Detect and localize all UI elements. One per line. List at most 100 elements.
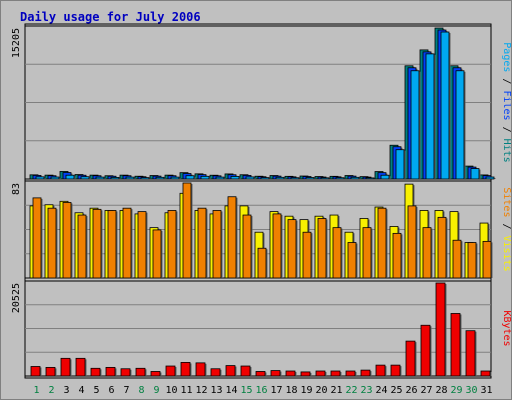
pages-bar bbox=[95, 176, 105, 180]
sites-bar bbox=[302, 231, 312, 279]
pages-bar bbox=[230, 176, 240, 180]
kbytes-bar bbox=[225, 365, 236, 377]
day-label: 5 bbox=[93, 385, 99, 396]
pages-bar bbox=[470, 168, 480, 180]
kbytes-bar bbox=[270, 370, 281, 377]
day-label: 13 bbox=[210, 385, 222, 396]
kbytes-bar bbox=[300, 371, 311, 377]
kbytes-bar bbox=[165, 365, 176, 377]
legend-entry: / bbox=[501, 217, 511, 235]
kbytes-bar bbox=[150, 371, 161, 377]
pages-bar bbox=[170, 176, 180, 180]
day-label: 9 bbox=[153, 385, 159, 396]
pages-bar bbox=[80, 176, 90, 180]
sites-bar bbox=[32, 197, 42, 279]
kbytes-bar bbox=[195, 362, 206, 377]
day-label: 15 bbox=[240, 385, 252, 396]
kbytes-bar bbox=[90, 367, 101, 377]
kbytes-bar bbox=[135, 367, 146, 377]
kbytes-bar bbox=[285, 370, 296, 377]
day-label: 11 bbox=[180, 385, 192, 396]
bottom-legend-label: KBytes bbox=[501, 310, 511, 346]
day-label: 2 bbox=[48, 385, 54, 396]
sites-bar bbox=[77, 214, 87, 279]
sites-bar bbox=[227, 196, 237, 279]
pages-bar bbox=[290, 177, 300, 180]
legend-entry: Hits bbox=[501, 139, 511, 163]
day-label: 17 bbox=[270, 385, 282, 396]
sites-bar bbox=[197, 207, 207, 279]
sites-bar bbox=[407, 205, 417, 279]
pages-bar bbox=[140, 177, 150, 180]
pages-bar bbox=[455, 70, 465, 180]
pages-bar bbox=[215, 176, 225, 180]
kbytes-bar bbox=[480, 370, 491, 377]
top-max-label: 15205 bbox=[11, 28, 22, 58]
pages-bar bbox=[335, 177, 345, 180]
sites-bar bbox=[182, 182, 192, 279]
pages-bar bbox=[245, 176, 255, 180]
day-label: 30 bbox=[465, 385, 477, 396]
sites-bar bbox=[167, 210, 177, 279]
kbytes-bar bbox=[210, 368, 221, 377]
pages-bar bbox=[185, 175, 195, 180]
sites-bar bbox=[107, 210, 117, 279]
day-label: 25 bbox=[390, 385, 402, 396]
kbytes-bar bbox=[375, 364, 386, 377]
day-label: 12 bbox=[195, 385, 207, 396]
sites-bar bbox=[467, 242, 477, 279]
day-label: 4 bbox=[78, 385, 84, 396]
kbytes-bar bbox=[450, 313, 461, 377]
pages-bar bbox=[380, 174, 390, 180]
kbytes-bar bbox=[240, 365, 251, 377]
kbytes-bar bbox=[330, 370, 341, 377]
sites-bar bbox=[392, 232, 402, 279]
kbytes-bar bbox=[435, 282, 446, 377]
chart-title: Daily usage for July 2006 bbox=[20, 10, 201, 24]
kbytes-bar bbox=[390, 364, 401, 377]
pages-bar bbox=[275, 176, 285, 180]
pages-bar bbox=[350, 176, 360, 180]
pages-bar bbox=[260, 177, 270, 180]
pages-bar bbox=[65, 174, 75, 180]
day-label: 7 bbox=[123, 385, 129, 396]
pages-bar bbox=[200, 175, 210, 180]
pages-bar bbox=[425, 53, 435, 180]
day-label: 18 bbox=[285, 385, 297, 396]
legend-entry: / bbox=[501, 121, 511, 139]
sites-bar bbox=[362, 227, 372, 279]
bottom-max-label: 20525 bbox=[11, 283, 22, 313]
sites-bar bbox=[47, 207, 57, 279]
day-label: 19 bbox=[300, 385, 312, 396]
kbytes-bar bbox=[45, 366, 56, 377]
day-label: 8 bbox=[138, 385, 144, 396]
sites-bar bbox=[437, 216, 447, 279]
sites-bar bbox=[152, 229, 162, 279]
sites-bar bbox=[242, 214, 252, 279]
kbytes-bar bbox=[120, 368, 131, 377]
legend-entry: Files bbox=[501, 90, 511, 120]
pages-bar bbox=[410, 70, 420, 180]
sites-bar bbox=[122, 207, 132, 279]
top-legend-label: Pages / Files / Hits bbox=[501, 42, 511, 162]
day-label: 10 bbox=[165, 385, 177, 396]
sites-bar bbox=[422, 227, 432, 279]
kbytes-bar bbox=[105, 366, 116, 377]
day-label: 28 bbox=[435, 385, 447, 396]
day-label: 14 bbox=[225, 385, 237, 396]
kbytes-bar bbox=[75, 357, 86, 377]
legend-entry: Sites bbox=[501, 187, 511, 217]
pages-bar bbox=[110, 177, 120, 180]
day-label: 29 bbox=[450, 385, 462, 396]
sites-bar bbox=[347, 242, 357, 279]
sites-bar bbox=[62, 202, 72, 279]
day-label: 31 bbox=[480, 385, 492, 396]
day-label: 26 bbox=[405, 385, 417, 396]
sites-bar bbox=[452, 239, 462, 279]
day-label: 1 bbox=[33, 385, 39, 396]
kbytes-bar bbox=[60, 357, 71, 377]
middle-max-label: 83 bbox=[11, 183, 22, 195]
pages-bar bbox=[50, 176, 60, 180]
sites-bar bbox=[212, 210, 222, 279]
kbytes-bar bbox=[465, 330, 476, 377]
